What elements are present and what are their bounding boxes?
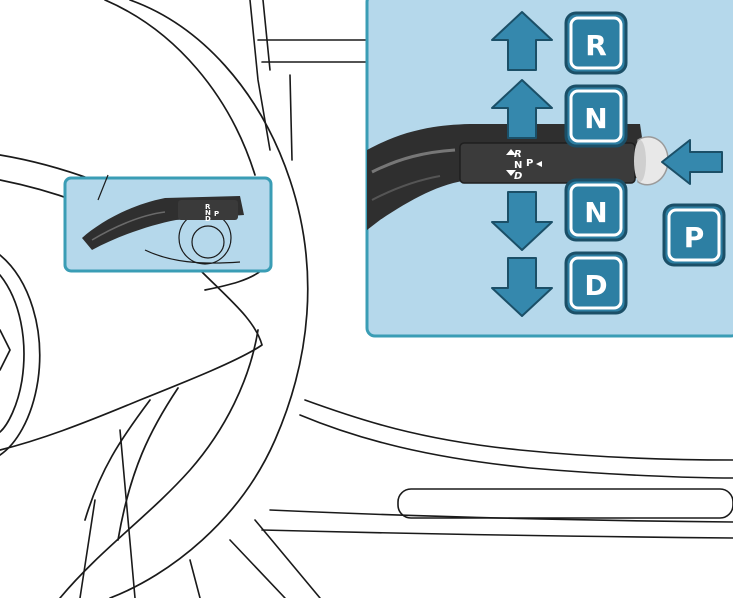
arrow-up-icon — [491, 79, 553, 139]
badge-label: N — [584, 102, 607, 135]
arrow-down-icon — [491, 257, 553, 317]
dashboard-line-art — [79, 0, 733, 598]
stalk-locator-box: R N D P — [63, 174, 273, 273]
steering-wheel — [0, 0, 309, 598]
detail-panel: R N D P R N — [365, 0, 733, 338]
arrow-up-icon — [491, 11, 553, 71]
stalk-label-p: P — [526, 158, 533, 169]
stalk-label-n: N — [514, 160, 522, 171]
gear-badge-r: R — [564, 11, 628, 75]
label-up-arrow-icon — [506, 149, 516, 155]
mini-label-p: P — [214, 210, 219, 218]
arrow-left-icon — [661, 139, 723, 185]
badge-label: D — [584, 269, 607, 302]
badge-label: P — [684, 221, 705, 254]
mini-label-d: D — [205, 215, 211, 223]
stalk-label-d: D — [514, 171, 522, 182]
gear-badge-n-up: N — [564, 84, 628, 148]
badge-label: R — [585, 29, 607, 62]
label-left-arrow-icon — [536, 161, 542, 167]
gear-badge-p: P — [662, 203, 726, 267]
arrow-down-icon — [491, 191, 553, 251]
gear-badge-d: D — [564, 251, 628, 315]
stalk-label-r: R — [514, 149, 522, 160]
gear-badge-n-down: N — [564, 178, 628, 242]
mini-label-r: R — [205, 203, 211, 211]
label-down-arrow-icon — [506, 170, 516, 176]
stalk-lever — [367, 124, 669, 230]
mini-label-n: N — [205, 209, 211, 217]
badge-label: N — [584, 196, 607, 229]
